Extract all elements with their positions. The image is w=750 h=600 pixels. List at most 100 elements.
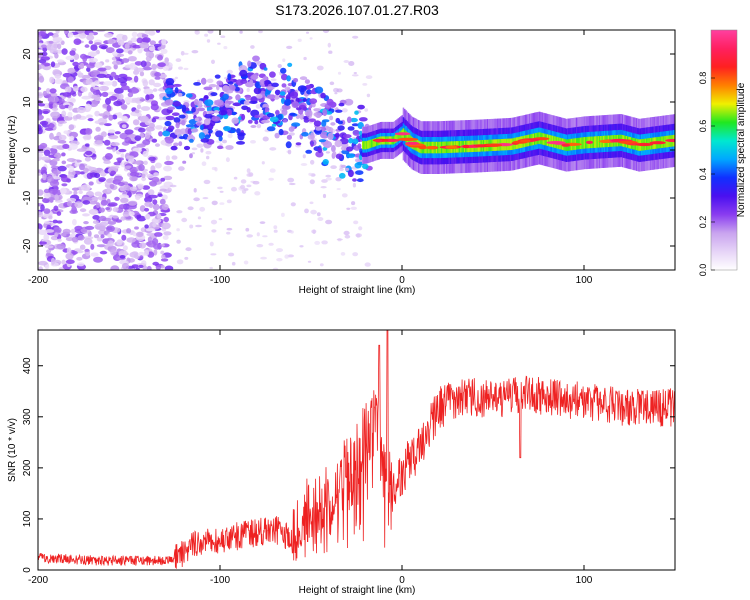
spectrogram-cell [228,84,236,92]
spectrogram-cell [44,127,54,131]
spectrogram-cell [287,149,292,155]
spectrogram-cell [204,33,209,37]
spectrogram-cell [106,104,112,112]
spectrogram-cell [129,62,137,70]
spectrogram-cell [163,231,172,236]
spectrogram-cell [288,132,295,136]
spectrogram-cell [217,145,224,150]
spectrogram-cell [352,252,359,257]
spectrogram-cell [286,45,293,50]
spectrogram-cell [63,30,69,35]
spectrogram-cell [341,193,348,198]
spectrogram-cell [322,119,330,123]
spectrogram-cell [218,110,228,116]
spectrogram-cell [43,208,51,214]
spectrogram-cell [313,120,322,127]
spectrogram-cell [43,233,50,241]
colorbar-tick-label: 0.0 [698,264,708,277]
spectrogram-cell [352,182,356,188]
colorbar-ticks: 0.0 0.2 0.4 0.6 0.8 [698,72,715,277]
spectrogram-cell [38,35,43,41]
spectrogram-cell [82,213,90,217]
spectrogram-cell [175,58,182,62]
spectrogram-cell [59,105,66,109]
spectrogram-cell [148,203,154,209]
spectrogram-cell [44,229,55,233]
spectrogram-cell [240,179,247,184]
spectrogram-cell [397,137,419,141]
snr-series-line [38,330,675,569]
spectrogram-cell [325,174,332,178]
spectrogram-cell [143,249,150,256]
spectrogram-cell [206,39,211,43]
spectrogram-cell [191,50,199,54]
spectrogram-cell [216,80,223,86]
colorbar-tick-label: 0.4 [698,168,708,181]
snr-x-tick-label: -100 [210,575,230,586]
spectrogram-cell [49,180,60,187]
spectrogram-cell [178,66,183,70]
spectrogram-cell [343,60,350,63]
spectrogram-cell [187,206,194,211]
colorbar-tick-label: 0.6 [698,120,708,133]
spectrogram-cell [235,94,241,101]
spectrogram-cell [68,104,73,111]
spectrogram-cell [197,216,201,220]
spectrogram-cell [284,98,292,106]
spectrogram-cell [124,137,132,144]
spectrogram-cell [304,79,310,84]
spectrogram-cell [303,56,307,61]
spectrogram-cell [124,96,133,104]
spectrogram-cell [256,244,264,248]
spectrogram-cell [142,185,151,190]
spectrogram-cell [100,199,108,206]
spectrogram-cell [334,92,338,95]
spectrogram-cell [81,95,92,100]
spectrogram-cell [596,136,598,148]
spectrogram-cell [277,64,282,68]
spectrogram-cell [38,76,45,83]
spectrogram-cell [181,119,186,126]
spectrogram-cell [180,51,185,56]
spectrogram-cell [297,85,307,93]
spectrogram-cell [199,206,206,212]
spectrogram-cell [201,161,207,166]
spectrogram-cell [132,232,137,237]
spectrogram-cell [86,34,95,41]
spectrogram-cell [57,165,67,172]
spectrogram-cell [153,172,160,177]
spectrogram-cell [157,54,163,61]
spectrogram-cell [85,143,90,147]
spectrogram-cell [553,141,564,145]
spectrogram-cell [340,252,346,256]
spectrogram-cell [157,193,163,197]
spectrogram-cell [153,82,162,88]
spectrogram-cell [155,143,160,147]
spectrogram-cell [121,262,130,270]
spectrogram-cell [226,108,232,116]
spectrogram-cell [90,252,99,257]
spectrogram-cell [99,207,105,213]
spectrogram-cell [165,78,175,86]
spectrogram-cell [38,64,45,70]
spectrogram-cell [188,134,194,138]
spectrogram-cell [597,136,600,148]
spectrogram-cell [38,86,42,91]
spectrogram-cell [262,136,269,142]
spectrogram-cell [287,177,295,183]
spectrogram-cell [46,249,52,254]
spectrogram-cell [87,118,94,122]
spectrogram-cell [368,140,370,149]
spectrogram-cell [178,114,186,119]
spectrogram-cell [144,224,149,229]
spectrogram-cell [92,220,99,225]
spectrogram-cell [108,135,119,140]
spectrogram-cell [330,165,337,170]
spectrogram-cell [49,48,58,54]
spectrogram-cell [309,179,315,185]
spectrogram-cell [270,78,277,82]
spectrogram-cell [269,116,279,123]
spectrogram-cell [266,113,275,118]
spectrogram-cell [139,71,145,77]
spectrogram-cell [99,215,107,222]
